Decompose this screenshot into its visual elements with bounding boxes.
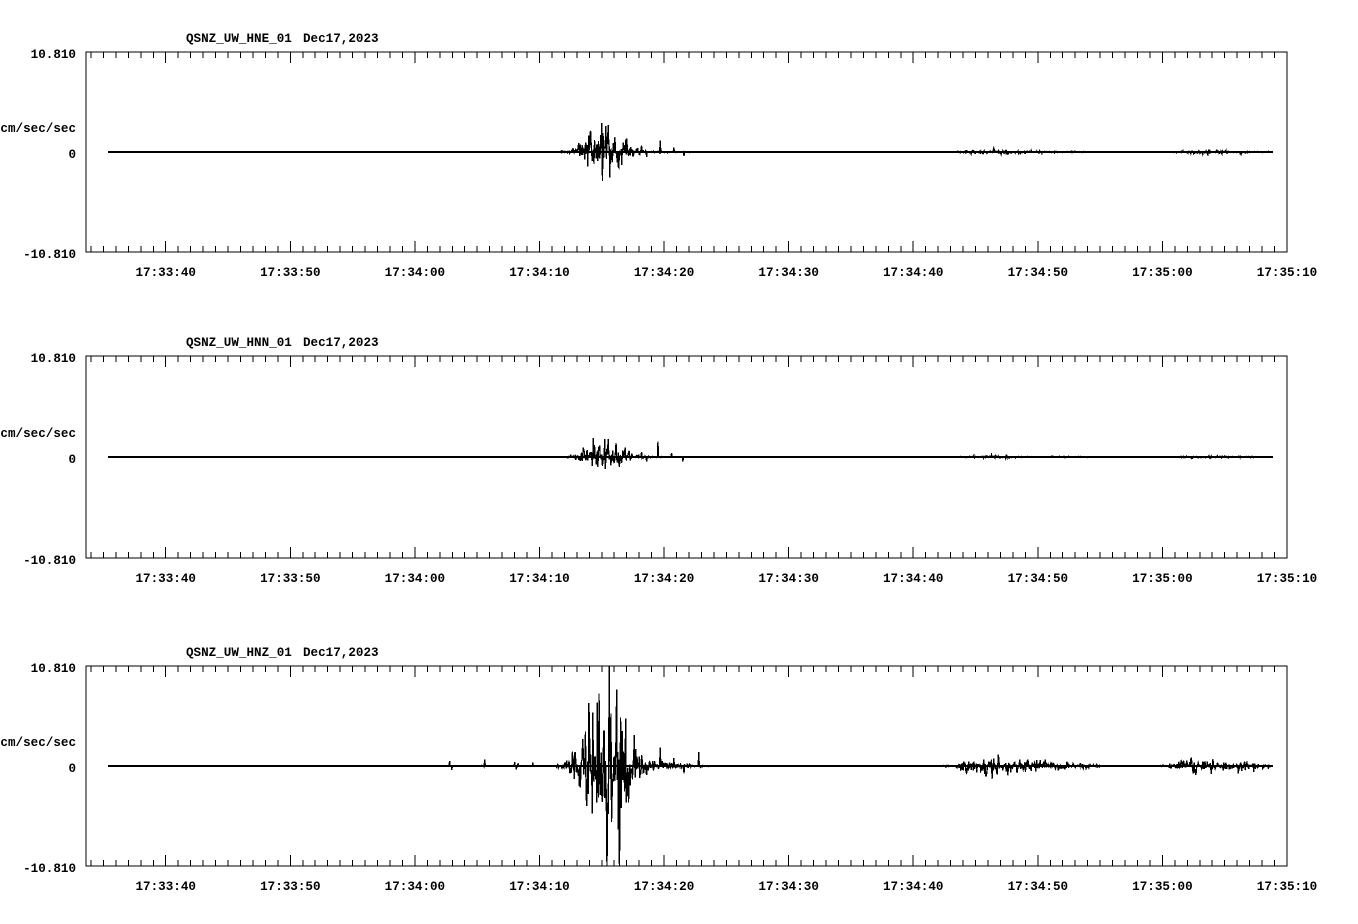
svg-text:17:35:00: 17:35:00 <box>1132 880 1192 894</box>
svg-text:Dec17,2023: Dec17,2023 <box>303 646 379 660</box>
svg-text:17:34:10: 17:34:10 <box>509 880 569 894</box>
svg-text:17:34:50: 17:34:50 <box>1008 880 1068 894</box>
svg-text:17:34:00: 17:34:00 <box>385 880 445 894</box>
svg-text:QSNZ_UW_HNZ_01: QSNZ_UW_HNZ_01 <box>186 646 292 660</box>
svg-text:-10.810: -10.810 <box>23 862 76 876</box>
svg-text:17:34:30: 17:34:30 <box>758 880 818 894</box>
svg-text:cm/sec/sec: cm/sec/sec <box>0 736 76 750</box>
svg-text:17:33:40: 17:33:40 <box>136 880 196 894</box>
svg-text:17:34:40: 17:34:40 <box>883 880 943 894</box>
svg-text:17:35:10: 17:35:10 <box>1257 880 1317 894</box>
svg-text:0: 0 <box>68 762 76 776</box>
svg-text:17:34:20: 17:34:20 <box>634 880 694 894</box>
svg-text:10.810: 10.810 <box>31 662 76 676</box>
svg-text:17:33:50: 17:33:50 <box>260 880 320 894</box>
